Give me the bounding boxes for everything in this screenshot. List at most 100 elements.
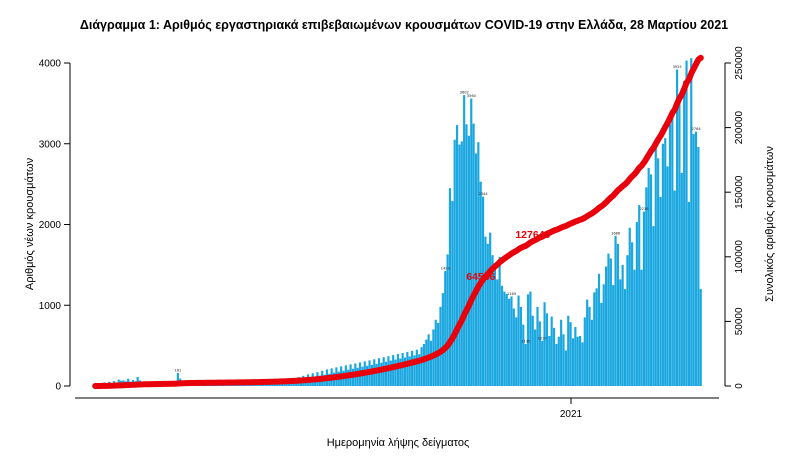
bar [583,317,586,386]
left-y-axis-title: Αριθμός νέων κρουσμάτων [24,157,36,290]
cumulative-annotation: 64556 [466,271,495,283]
bar [555,344,558,386]
bar [531,315,534,386]
left-tick-label: 0 [55,382,61,393]
bar [529,291,532,386]
bar [605,266,608,386]
chart-title: Διάγραμμα 1: Αριθμός εργαστηριακά επιβεβ… [80,18,728,32]
bar [446,254,449,386]
bar [538,321,541,386]
bar-value-label: 2344 [479,192,489,196]
left-tick-label: 2000 [39,220,62,231]
bar [370,364,373,386]
bar [562,334,565,386]
bar [628,227,631,386]
bar [593,292,596,386]
bar [699,289,702,386]
bar [541,340,544,386]
bar [460,141,463,386]
bar [654,146,657,386]
bar [552,327,556,386]
bar [503,291,506,386]
right-tick-label: 250000 [734,46,745,80]
bar [668,124,672,387]
bar [659,197,662,386]
bar [590,319,593,386]
bars-layer [94,58,702,387]
right-y-ticks: 0 50000 100000 150000 200000 250000 [725,46,745,389]
bar [505,293,508,386]
bar [543,302,546,386]
bar [491,255,494,386]
right-tick-label: 0 [734,383,745,389]
bar [619,279,622,386]
bar [678,98,681,386]
bar [392,355,395,386]
bar [448,188,452,386]
bar [470,98,473,386]
bar [626,255,629,386]
bar [612,285,615,386]
bar [692,134,695,386]
bar [508,298,511,386]
left-tick-label: 4000 [39,59,62,70]
x-axis-title: Ημερομηνία λήψης δείγματος [327,437,470,449]
bar [455,125,459,387]
bar [581,342,584,386]
bar-value-label: 1169 [507,292,517,296]
bar [408,356,411,386]
bar [578,335,582,386]
bar [380,362,383,386]
bar [422,344,426,386]
bar [647,167,650,386]
bar [586,299,589,386]
bar [680,172,683,386]
bar-value-label: 1135 [521,340,530,344]
bar [425,339,428,386]
bar [574,327,577,386]
bar [666,166,669,386]
bar [645,187,648,386]
bar [403,357,407,386]
bar [489,232,492,386]
bar [515,317,518,386]
bar [375,363,378,386]
bar [534,329,537,386]
cumulative-annotations: 64556 127640 254031 [466,0,721,283]
bar [638,205,641,386]
bar [458,144,461,386]
bar [474,153,478,386]
bar [396,354,399,386]
bar [550,316,553,386]
bar [675,69,679,387]
bar [418,354,421,386]
right-tick-label: 100000 [734,240,745,274]
bar [614,235,617,386]
bar-value-label: 2236 [639,207,649,211]
bar [631,242,634,386]
bar-value-label: 1423 [441,267,450,271]
bar [683,80,686,387]
bar [536,306,539,386]
bar-value-label: 161 [175,368,182,372]
bar [661,143,664,386]
bar [406,351,409,386]
bar [399,358,402,386]
bar [496,279,499,386]
bar [176,372,179,386]
left-tick-label: 3000 [39,139,62,150]
bar [545,313,549,386]
bar [687,201,690,386]
bar [609,258,612,386]
bar [569,322,572,386]
bar [451,201,454,386]
bar [671,111,674,386]
bar-value-label: 3602 [460,91,469,95]
bar [526,294,530,386]
bar [384,361,388,386]
bar [411,350,414,386]
bar [564,350,567,386]
bar [621,264,624,387]
